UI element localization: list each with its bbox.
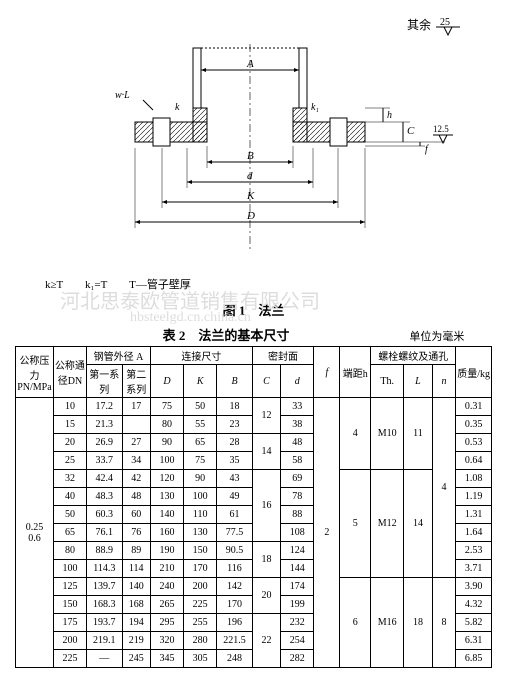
dim-wL: w·L xyxy=(115,90,130,101)
th-s2: 第二系列 xyxy=(122,365,150,398)
th-K: K xyxy=(184,365,217,398)
th-kg: 质量/kg xyxy=(456,347,492,398)
table-unit: 单位为毫米 xyxy=(409,328,464,344)
dim-d: d xyxy=(247,170,253,182)
th-Th: Th. xyxy=(371,365,404,398)
th-h: 端距h xyxy=(340,347,371,398)
table-title: 表 2 法兰的基本尺寸 xyxy=(163,325,290,344)
th-f: f xyxy=(314,347,340,398)
th-C: C xyxy=(252,365,280,398)
dim-K: K xyxy=(246,190,255,202)
svg-text:12.5: 12.5 xyxy=(433,124,449,134)
th-dn: 公称通径DN xyxy=(53,347,86,398)
th-B: B xyxy=(217,365,253,398)
dim-k1: k₁ xyxy=(311,102,319,113)
flange-diagram: A w·L k xyxy=(15,40,492,270)
dim-f: f xyxy=(425,144,429,155)
dim-D: D xyxy=(246,210,255,222)
th-pn: 公称压力PN/MPa xyxy=(16,347,54,398)
th-pipeA: 钢管外径 A xyxy=(87,347,151,365)
dim-k: k xyxy=(175,102,180,113)
th-s1: 第一系列 xyxy=(87,365,123,398)
th-dd: d xyxy=(281,365,314,398)
th-conn: 连接尺寸 xyxy=(150,347,252,365)
header-note: 其余 25 xyxy=(15,8,492,40)
dim-h: h xyxy=(387,110,392,121)
th-seal: 密封面 xyxy=(252,347,314,365)
svg-text:25: 25 xyxy=(440,17,450,28)
th-D: D xyxy=(150,365,183,398)
table-row: 3242.442120904316695M12141.08 xyxy=(16,470,492,488)
flange-right xyxy=(293,108,365,146)
flange-left xyxy=(135,108,207,146)
table-row: 0.25 0.61017.217755018123324M101140.31 xyxy=(16,398,492,416)
dim-C: C xyxy=(407,125,415,137)
flange-dimensions-table: 公称压力PN/MPa 公称通径DN 钢管外径 A 连接尺寸 密封面 f 端距h … xyxy=(15,346,492,668)
th-bolt: 螺栓螺纹及通孔 xyxy=(371,347,456,365)
diagram-note: k≥T k₁=T T—管子壁厚 xyxy=(15,270,492,296)
table-row: 125139.7140240200142201746M161883.90 xyxy=(16,578,492,596)
dim-B: B xyxy=(247,150,254,162)
th-n: n xyxy=(432,365,456,398)
th-L: L xyxy=(404,365,432,398)
figure-title: 图 1 法兰 xyxy=(15,296,492,323)
surface-tri: 12.5 xyxy=(433,124,453,143)
